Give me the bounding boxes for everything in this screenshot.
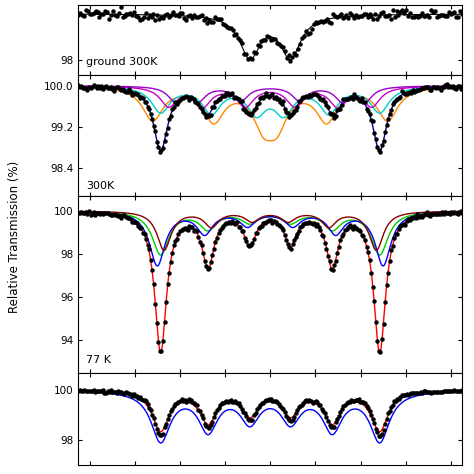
Text: 300K: 300K — [86, 181, 114, 191]
Text: 77 K: 77 K — [86, 356, 111, 365]
Text: ground 300K: ground 300K — [86, 57, 157, 67]
Text: Relative Transmission (%): Relative Transmission (%) — [8, 161, 21, 313]
